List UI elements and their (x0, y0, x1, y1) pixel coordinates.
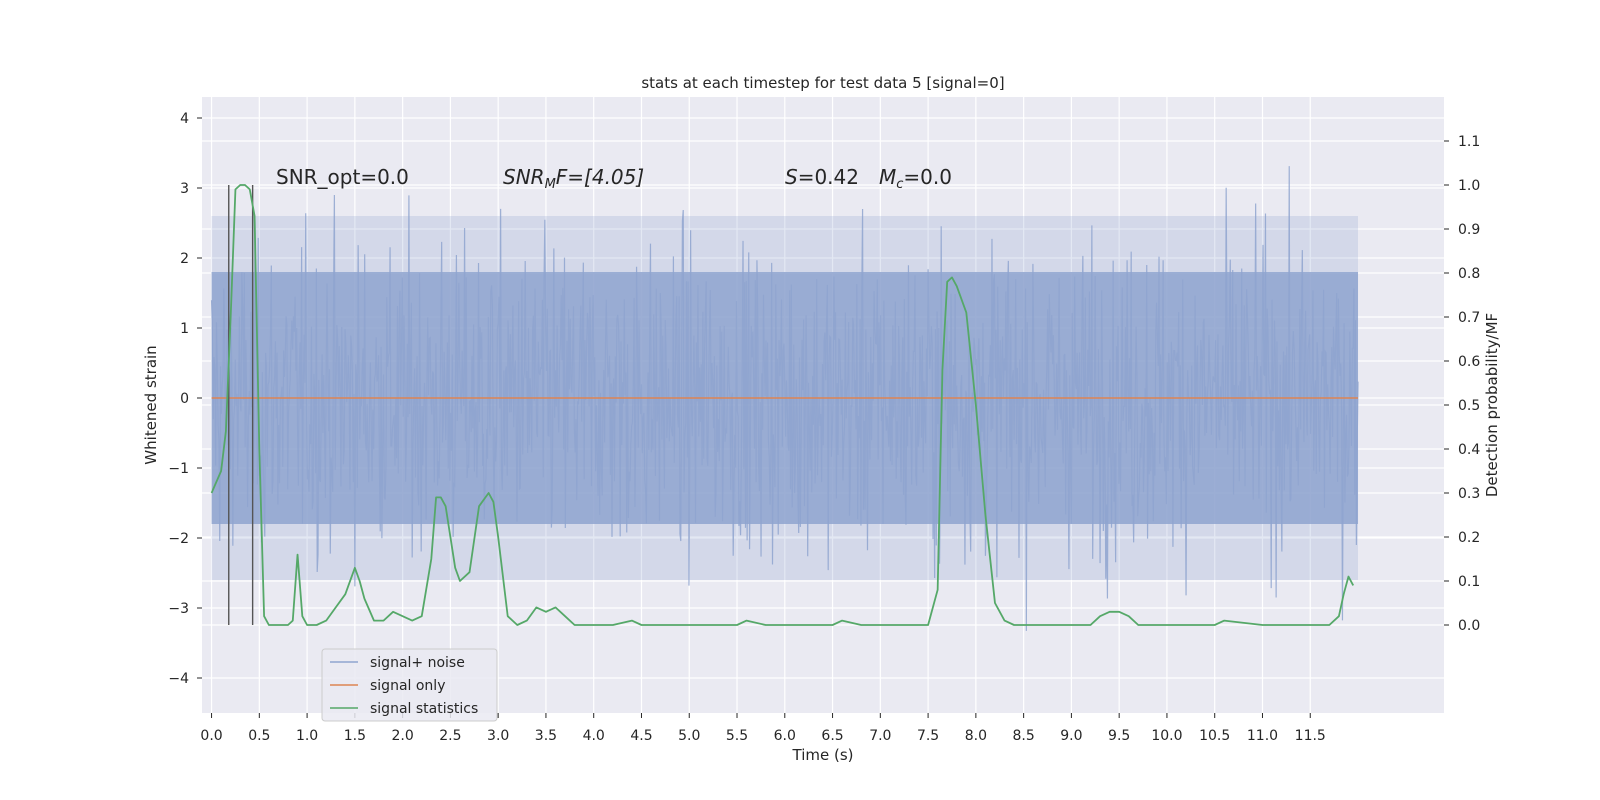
x-tick-label: 10.5 (1199, 728, 1230, 744)
y2-tick-label: 0.6 (1458, 354, 1480, 370)
legend-label-noise: signal+ noise (370, 655, 465, 671)
annotation-snr-mf: SNRMF=[4.05] (503, 165, 644, 192)
signal-statistics-series (210, 184, 1355, 626)
annotation-mc-value: =0.0 (903, 165, 952, 189)
y2-tick-label: 0.4 (1458, 442, 1480, 458)
statistics-line (210, 184, 1355, 626)
y2-tick-label: 0.2 (1458, 530, 1480, 546)
x-tick-label: 9.5 (1108, 728, 1130, 744)
x-tick-label: 3.0 (487, 728, 509, 744)
y2-tick-label: 0.3 (1458, 486, 1480, 502)
x-tick-label: 11.5 (1295, 728, 1326, 744)
y2-tick-label: 0.7 (1458, 310, 1480, 326)
annotation-s: S=0.42 (785, 165, 859, 189)
y-tick-label: −1 (168, 461, 189, 477)
x-tick-label: 5.0 (678, 728, 700, 744)
annotation-snr-mf-sub: M (545, 177, 556, 192)
y2-tick-label: 0.8 (1458, 266, 1480, 282)
x-tick-label: 8.5 (1012, 728, 1034, 744)
y2-tick-label: 0.1 (1458, 574, 1480, 590)
y-tick-label: 2 (180, 251, 189, 267)
annotation-s-value: =0.42 (798, 165, 859, 189)
legend-box (321, 648, 498, 722)
legend-label-signal: signal only (370, 678, 445, 694)
y2-tick-label: 1.1 (1458, 134, 1480, 150)
x-tick-label: 11.0 (1247, 728, 1278, 744)
x-tick-label: 9.0 (1060, 728, 1082, 744)
y2-axis-ticks: 1.1 1.0 0.9 0.8 0.7 0.6 0.5 0.4 0.3 0.2 0.1 0.0 (1444, 134, 1480, 634)
x-axis-ticks: 0.0 0.5 1.0 1.5 2.0 2.5 3.0 3.5 4.0 4.5 5.0 5.5 6.0 6… (200, 713, 1326, 744)
x-tick-label: 3.5 (535, 728, 557, 744)
annotation-snr-opt: SNR_opt=0.0 (276, 165, 409, 189)
x-axis-label: Time (s) (792, 746, 854, 764)
vertical-markers (228, 185, 254, 625)
y-tick-label: −2 (168, 531, 189, 547)
x-tick-label: 7.5 (917, 728, 939, 744)
annotation-s-label: S (785, 165, 798, 189)
y2-tick-label: 0.0 (1458, 618, 1480, 634)
annotation-snr-mf-suffix: F=[4.05] (556, 165, 644, 189)
y-tick-label: 3 (180, 181, 189, 197)
x-tick-label: 4.5 (630, 728, 652, 744)
y-tick-label: 1 (180, 321, 189, 337)
x-tick-label: 0.0 (200, 728, 222, 744)
annotation-mc-label: M (879, 165, 896, 189)
y-axis-ticks: 4 3 2 1 0 −1 −2 −3 −4 (168, 111, 202, 687)
x-tick-label: 4.0 (583, 728, 605, 744)
y-tick-label: −4 (168, 671, 189, 687)
y-tick-label: 4 (180, 111, 189, 127)
x-tick-label: 8.0 (965, 728, 987, 744)
x-tick-label: 0.5 (248, 728, 270, 744)
legend: signal+ noise signal only signal statist… (321, 648, 498, 722)
y-tick-label: −3 (168, 601, 189, 617)
y-axis-label: Whitened strain (142, 345, 160, 464)
annotation-mc: Mc=0.0 (879, 165, 952, 192)
y2-tick-label: 0.9 (1458, 222, 1480, 238)
chart-title: stats at each timestep for test data 5 [… (641, 74, 1004, 92)
x-tick-label: 2.0 (391, 728, 413, 744)
x-tick-label: 7.0 (869, 728, 891, 744)
y-tick-label: 0 (180, 391, 189, 407)
x-tick-label: 1.5 (344, 728, 366, 744)
x-tick-label: 10.0 (1151, 728, 1182, 744)
y2-tick-label: 0.5 (1458, 398, 1480, 414)
x-tick-label: 2.5 (439, 728, 461, 744)
x-tick-label: 6.0 (774, 728, 796, 744)
annotation-mc-sub: c (896, 177, 903, 192)
annotation-snr-mf-prefix: SNR (503, 165, 545, 189)
legend-label-statistics: signal statistics (370, 701, 478, 717)
x-tick-label: 1.0 (296, 728, 318, 744)
y2-tick-label: 1.0 (1458, 178, 1480, 194)
x-tick-label: 6.5 (821, 728, 843, 744)
x-tick-label: 5.5 (726, 728, 748, 744)
y2-axis-label: Detection probability/MF (1483, 313, 1501, 497)
